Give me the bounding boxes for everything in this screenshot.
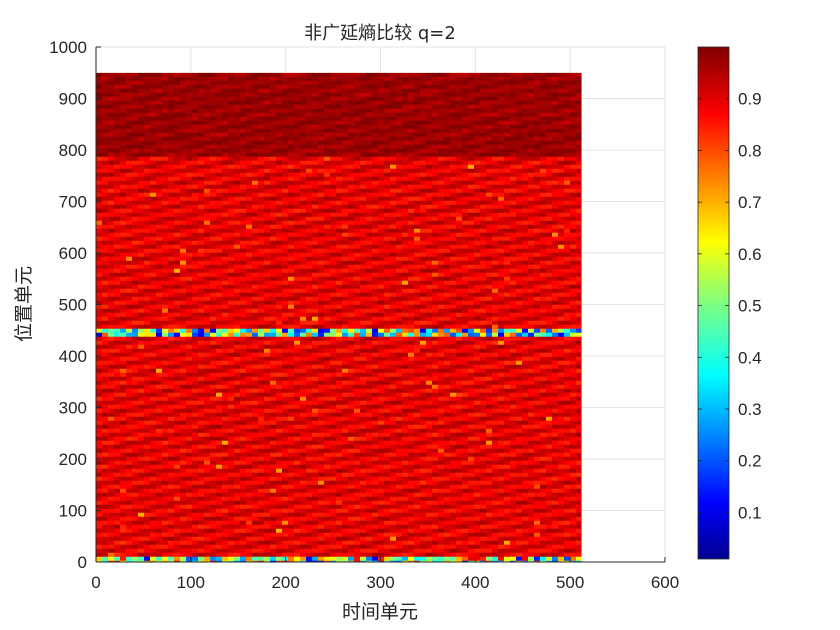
- x-axis-label: 时间单元: [342, 601, 418, 623]
- x-tick-label: 500: [556, 573, 584, 592]
- x-tick-label: 200: [271, 573, 299, 592]
- y-tick-label: 300: [59, 399, 87, 418]
- colorbar-tick-label: 0.6: [738, 245, 762, 264]
- x-tick-label: 400: [461, 573, 489, 592]
- y-axis-ticks: 0 100 200 300 400 500 600 700 800 900 1000: [49, 38, 101, 572]
- x-axis-ticks: 0 100 200 300 400 500 600: [91, 557, 679, 592]
- colorbar-tick-label: 0.2: [738, 452, 762, 471]
- x-tick-label: 600: [651, 573, 679, 592]
- colorbar-tick-label: 0.3: [738, 400, 762, 419]
- y-tick-label: 700: [59, 193, 87, 212]
- x-tick-label: 100: [177, 573, 205, 592]
- colorbar-tick-label: 0.4: [738, 348, 762, 367]
- colorbar-tick-label: 0.8: [738, 141, 762, 160]
- y-tick-label: 200: [59, 450, 87, 469]
- y-tick-label: 500: [59, 296, 87, 315]
- colorbar: [697, 46, 730, 560]
- colorbar-tick-label: 0.9: [738, 90, 762, 109]
- colorbar-tick-label: 0.1: [738, 503, 762, 522]
- y-tick-label: 0: [78, 553, 87, 572]
- colorbar-tick-label: 0.7: [738, 193, 762, 212]
- y-tick-label: 900: [59, 90, 87, 109]
- x-tick-label: 0: [91, 573, 100, 592]
- colorbar-ticks: 0.1 0.2 0.3 0.4 0.5 0.6 0.7 0.8 0.9: [698, 90, 762, 522]
- chart-title: 非广延熵比较 q=2: [304, 23, 456, 44]
- y-axis-label: 位置单元: [13, 266, 35, 342]
- heatmap-image: [96, 72, 582, 562]
- y-tick-label: 100: [59, 502, 87, 521]
- y-tick-label: 400: [59, 347, 87, 366]
- x-tick-label: 300: [366, 573, 394, 592]
- y-tick-label: 1000: [49, 38, 87, 57]
- y-tick-label: 800: [59, 141, 87, 160]
- colorbar-tick-label: 0.5: [738, 297, 762, 316]
- y-tick-label: 600: [59, 244, 87, 263]
